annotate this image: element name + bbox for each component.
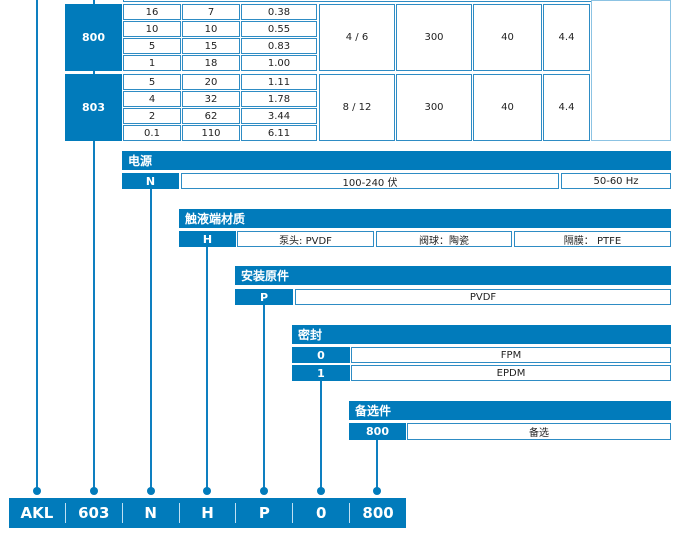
table-cell: 5 <box>123 74 181 90</box>
connector-line <box>93 0 95 492</box>
table-cell: 4.4 <box>543 4 590 71</box>
connector-line <box>206 246 208 492</box>
table-cell: 6.11 <box>241 125 317 141</box>
fitting-value: PVDF <box>295 289 671 305</box>
table-top-edge <box>123 0 671 2</box>
table-cell-empty <box>591 0 671 141</box>
code-series: AKL <box>20 504 54 522</box>
table-cell: 1 <box>123 55 181 71</box>
table-cell: 110 <box>182 125 240 141</box>
table-cell: 40 <box>473 74 542 141</box>
wetted-ball: 阀球：陶瓷 <box>376 231 512 247</box>
connector-dot <box>260 487 268 495</box>
option-header: 备选件 <box>349 401 671 422</box>
table-cell: 10 <box>123 21 181 37</box>
table-cell: 18 <box>182 55 240 71</box>
table-cell: 20 <box>182 74 240 90</box>
table-cell: 300 <box>396 4 472 71</box>
table-cell: 1.11 <box>241 74 317 90</box>
connector-dot <box>317 487 325 495</box>
table-cell: 4.4 <box>543 74 590 141</box>
code-option: 800 <box>362 504 394 522</box>
power-code: N <box>122 173 179 189</box>
model-800-cell: 800 <box>65 4 122 71</box>
seal-code-1: 1 <box>292 365 350 381</box>
code-power: N <box>144 504 157 522</box>
seal-header: 密封 <box>292 325 671 346</box>
power-frequency: 50-60 Hz <box>561 173 671 189</box>
table-cell: 10 <box>182 21 240 37</box>
seal-code-0: 0 <box>292 347 350 363</box>
connector-dot <box>147 487 155 495</box>
table-cell: 1.78 <box>241 91 317 107</box>
connector-dot <box>373 487 381 495</box>
table-cell: 4 <box>123 91 181 107</box>
wetted-header: 触液端材质 <box>179 209 671 230</box>
code-seal: 0 <box>316 504 327 522</box>
table-cell: 62 <box>182 108 240 124</box>
fitting-code: P <box>235 289 293 305</box>
connector-line <box>376 439 378 492</box>
power-header: 电源 <box>122 151 671 172</box>
fitting-header: 安装原件 <box>235 266 671 287</box>
table-cell: 16 <box>123 4 181 20</box>
connector-dot <box>203 487 211 495</box>
table-cell: 32 <box>182 91 240 107</box>
seal-value-0: FPM <box>351 347 671 363</box>
option-code: 800 <box>349 423 406 440</box>
table-cell: 40 <box>473 4 542 71</box>
table-cell: 2 <box>123 108 181 124</box>
table-cell: 5 <box>123 38 181 54</box>
power-voltage: 100-240 伏 <box>181 173 559 189</box>
connector-dot <box>33 487 41 495</box>
connector-line <box>263 304 265 492</box>
option-value: 备选 <box>407 423 671 440</box>
connector-dot <box>90 487 98 495</box>
table-cell: 300 <box>396 74 472 141</box>
connector-line <box>150 188 152 492</box>
wetted-head: 泵头: PVDF <box>237 231 374 247</box>
code-fitting: P <box>258 504 270 522</box>
table-cell: 0.1 <box>123 125 181 141</box>
wetted-code: H <box>179 231 236 247</box>
table-cell: 4 / 6 <box>319 4 395 71</box>
model-803-cell: 803 <box>65 74 122 141</box>
table-cell: 0.55 <box>241 21 317 37</box>
wetted-diaphragm: 隔膜： PTFE <box>514 231 671 247</box>
table-cell: 0.38 <box>241 4 317 20</box>
code-wetted: H <box>201 504 214 522</box>
table-cell: 1.00 <box>241 55 317 71</box>
table-cell: 8 / 12 <box>319 74 395 141</box>
connector-line <box>320 380 322 492</box>
seal-value-1: EPDM <box>351 365 671 381</box>
table-cell: 7 <box>182 4 240 20</box>
table-cell: 0.83 <box>241 38 317 54</box>
code-model: 603 <box>78 504 110 522</box>
table-cell: 15 <box>182 38 240 54</box>
table-cell: 3.44 <box>241 108 317 124</box>
connector-line <box>36 0 38 492</box>
model-code-bar: AKL 603 N H P 0 800 <box>9 498 406 528</box>
